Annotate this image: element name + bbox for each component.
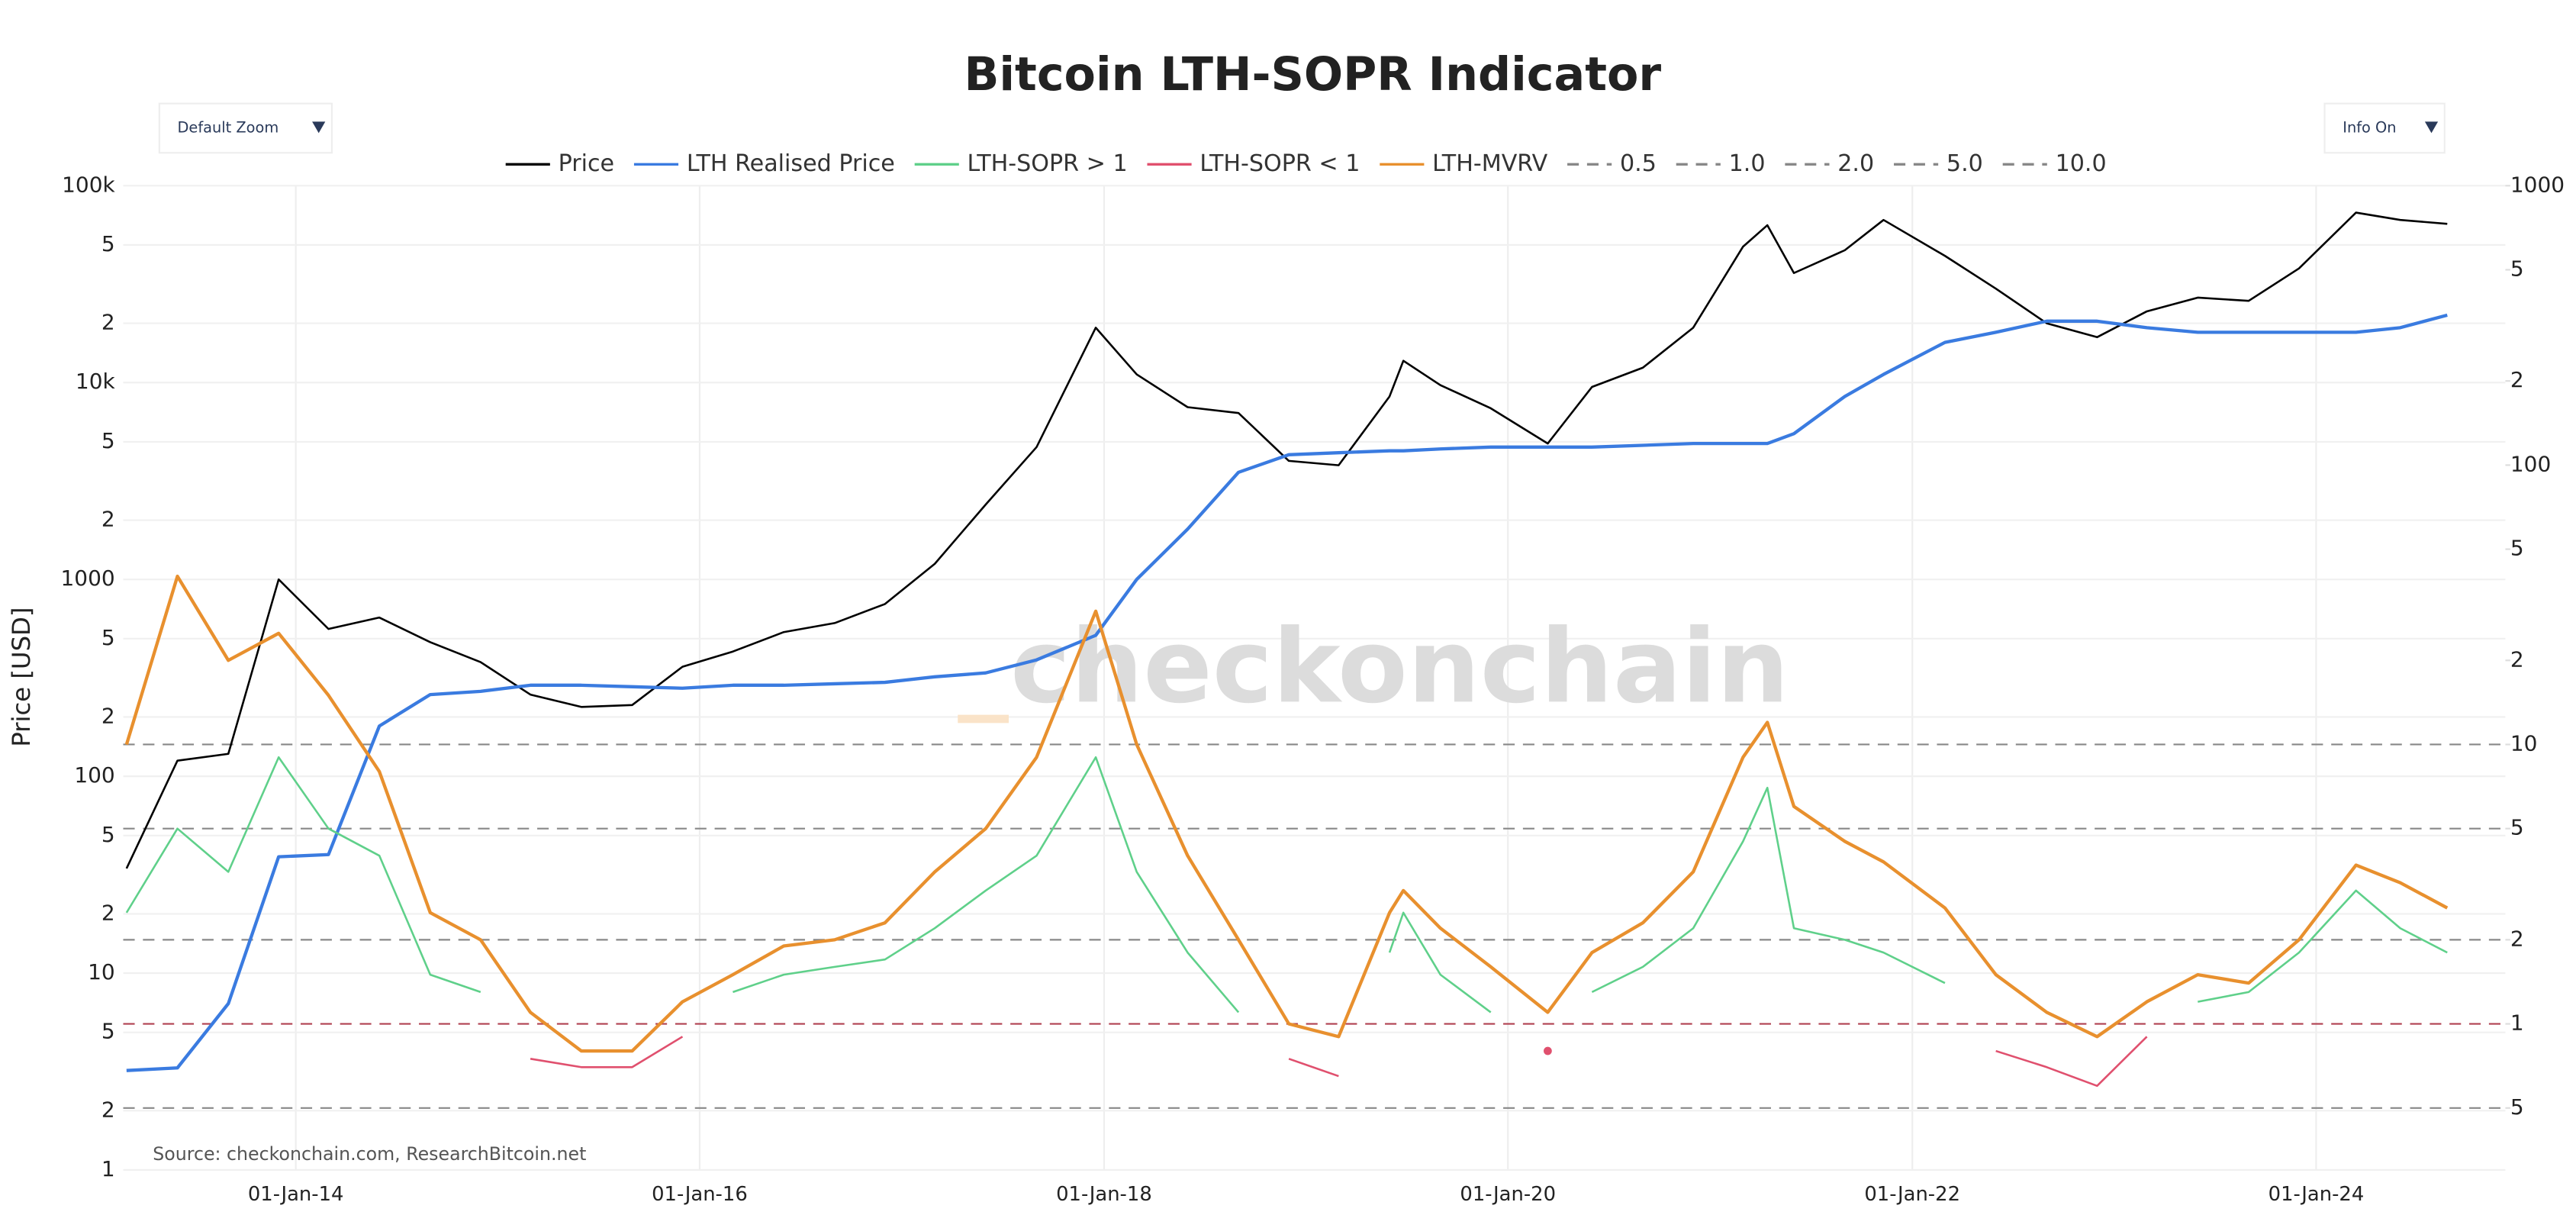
legend-label: 0.5 — [1620, 150, 1657, 177]
dropdown-arrow[interactable] — [2424, 121, 2439, 134]
y-axis-label: Price [USD] — [7, 607, 36, 746]
info-dropdown[interactable]: Info On — [2323, 102, 2446, 154]
y-tick-label: 2 — [101, 310, 115, 335]
series-line — [2198, 889, 2448, 1003]
y-tick-label: 2 — [101, 900, 115, 925]
dropdown-label[interactable]: Default Zoom — [178, 118, 279, 136]
y-tick-label: 5 — [101, 231, 115, 256]
dropdown-box[interactable] — [2323, 102, 2446, 154]
y-tick-label: 5 — [101, 1019, 115, 1044]
watermark-mark — [958, 714, 1009, 724]
y2-tick-label: 1 — [2510, 1010, 2524, 1036]
series-line — [530, 1036, 684, 1068]
y-tick-label: 5 — [101, 625, 115, 650]
y2-tick-label: 10 — [2510, 730, 2538, 756]
series-line — [125, 211, 2448, 869]
watermark: checkonchain — [1010, 608, 1789, 726]
dropdown-box[interactable] — [158, 102, 333, 154]
series-line — [125, 756, 481, 994]
series-line — [124, 574, 2449, 1053]
legend-label: LTH-SOPR > 1 — [968, 150, 1128, 177]
chart-title: Bitcoin LTH-SOPR Indicator — [964, 48, 1661, 102]
legend: Price LTH Realised Price LTH-SOPR > 1 LTH-S… — [505, 150, 2107, 177]
y2-tick-label: 5 — [2510, 536, 2524, 561]
grid: 01-Jan-14 01-Jan-16 01-Jan-18 01-Jan-20 01-J… — [61, 172, 2565, 1205]
dropdown-label[interactable]: Info On — [2343, 118, 2396, 136]
legend-label: LTH-MVRV — [1432, 150, 1547, 177]
legend-label: 2.0 — [1837, 150, 1874, 177]
y-tick-label: 2 — [101, 1097, 115, 1122]
y2-tick-label: 5 — [2510, 256, 2524, 282]
x-tick-label: 01-Jan-18 — [1056, 1183, 1152, 1206]
series-line — [1288, 1058, 1339, 1078]
y-tick-label: 1000 — [61, 566, 115, 591]
series-line — [126, 313, 2448, 1072]
legend-label: Price — [559, 150, 615, 177]
x-tick-label: 01-Jan-16 — [652, 1183, 748, 1206]
zoom-dropdown[interactable]: Default Zoom — [158, 102, 333, 154]
y2-tick-label: 5 — [2510, 1094, 2524, 1120]
x-tick-label: 01-Jan-20 — [1460, 1183, 1556, 1206]
series-line — [733, 756, 1240, 1014]
y2-tick-label: 2 — [2510, 926, 2524, 951]
legend-label: LTH Realised Price — [687, 150, 895, 177]
y-tick-label: 10k — [76, 369, 116, 394]
legend-label: 10.0 — [2056, 150, 2107, 177]
y-tick-label: 1 — [101, 1156, 115, 1181]
source-note: Source: checkonchain.com, ResearchBitcoi… — [153, 1143, 586, 1165]
x-tick-label: 01-Jan-14 — [248, 1183, 344, 1206]
legend-label: 5.0 — [1946, 150, 1983, 177]
y2-tick-label: 1000 — [2510, 172, 2565, 197]
y-tick-label: 100 — [74, 762, 114, 788]
y2-tick-label: 2 — [2510, 367, 2524, 392]
dropdown-arrow[interactable] — [312, 121, 326, 134]
y-tick-label: 5 — [101, 428, 115, 453]
x-tick-label: 01-Jan-22 — [1864, 1183, 1960, 1206]
y-tick-label: 5 — [101, 822, 115, 847]
y-tick-label: 10 — [88, 959, 115, 985]
y2-tick-label: 5 — [2510, 815, 2524, 840]
plot-area — [123, 211, 2506, 1109]
series-line — [1591, 786, 1946, 994]
y-tick-label: 2 — [101, 703, 115, 728]
series-point — [1544, 1046, 1552, 1055]
series-line — [1995, 1036, 2148, 1088]
x-tick-label: 01-Jan-24 — [2268, 1183, 2365, 1206]
y2-tick-label: 2 — [2510, 646, 2524, 672]
y-tick-label: 100k — [62, 172, 115, 197]
y2-tick-label: 100 — [2510, 451, 2551, 476]
series-line — [1388, 911, 1492, 1014]
legend-label: 1.0 — [1729, 150, 1766, 177]
y-tick-label: 2 — [101, 507, 115, 532]
legend-label: LTH-SOPR < 1 — [1199, 150, 1360, 177]
